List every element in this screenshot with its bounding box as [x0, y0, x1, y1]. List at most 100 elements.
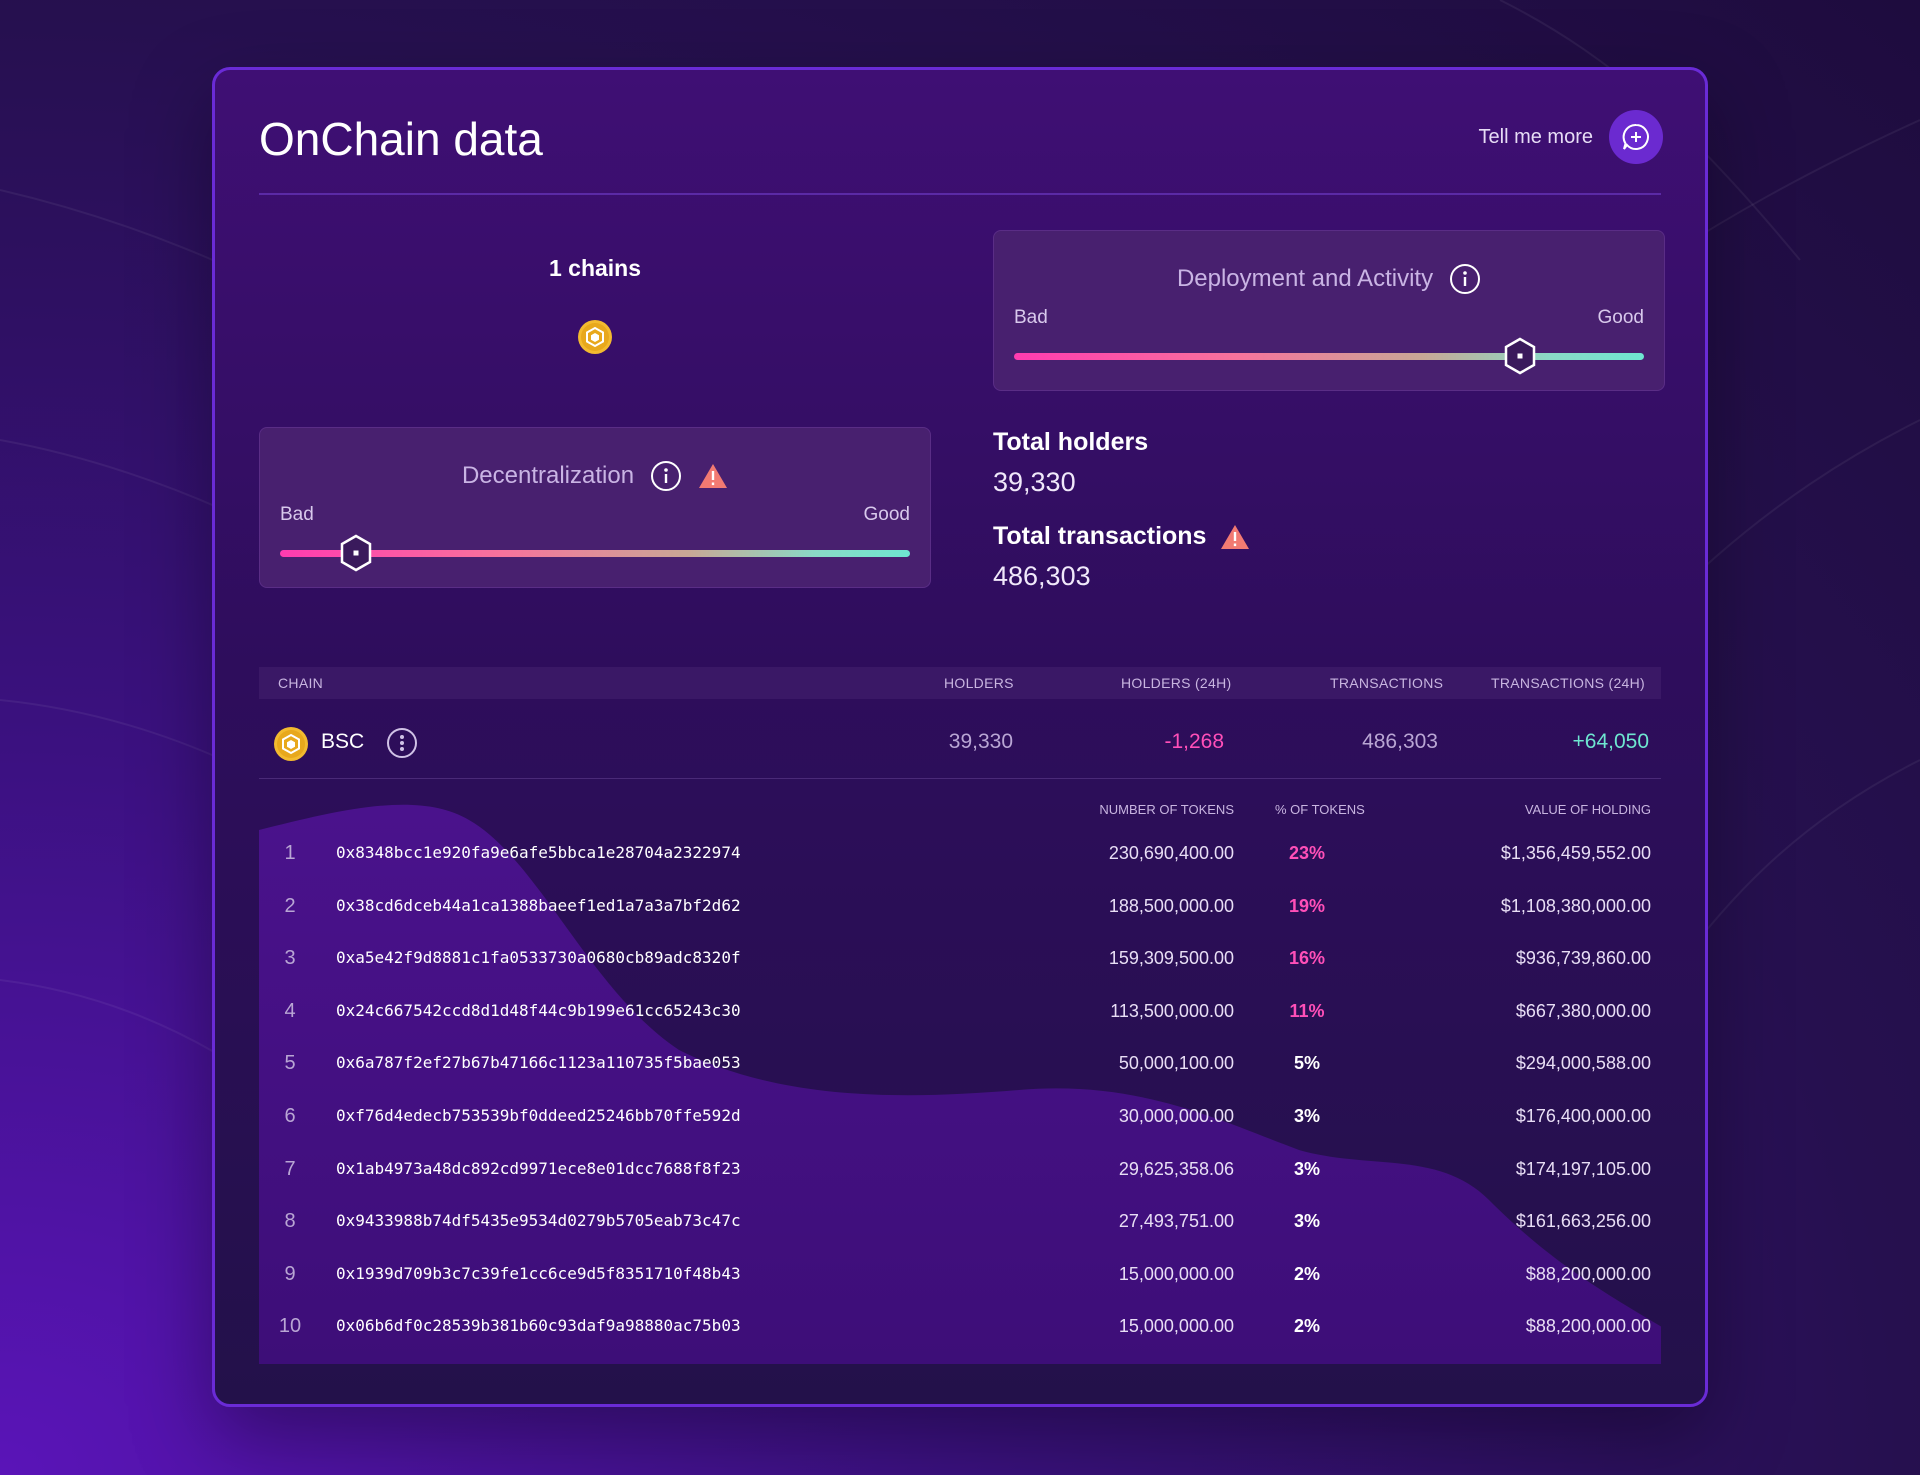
col-value-of-holding: VALUE OF HOLDING	[1524, 802, 1651, 817]
chain-table-header: CHAIN HOLDERS HOLDERS (24H) TRANSACTIONS…	[259, 667, 1661, 699]
total-holders-value: 39,330	[993, 467, 1076, 497]
holder-row[interactable]: 2 0x38cd6dceb44a1ca1388baeef1ed1a7a3a7bf2…	[259, 883, 1661, 935]
holders-table: NUMBER OF TOKENS % OF TOKENS VALUE OF HO…	[259, 790, 1661, 1364]
chain-name: BSC	[321, 730, 365, 753]
holder-token-percent: 19%	[1288, 895, 1326, 916]
holder-token-count: 15,000,000.00	[1118, 1316, 1234, 1337]
chain-row-bsc[interactable]: BSC 39,330 -1,268 486,303 +64,050	[259, 708, 1661, 779]
deployment-meter-title-row: Deployment and Activity	[994, 263, 1664, 295]
tell-me-more-label[interactable]: Tell me more	[1478, 125, 1593, 148]
holder-address: 0x24c667542ccd8d1d48f44c9b199e61cc65243c…	[336, 1000, 741, 1020]
holder-rank: 10	[278, 1315, 302, 1338]
holder-value: $88,200,000.00	[1525, 1316, 1651, 1337]
header-divider	[259, 193, 1661, 195]
holder-token-count: 188,500,000.00	[1108, 895, 1234, 916]
holder-row[interactable]: 10 0x06b6df0c28539b381b60c93daf9a98880ac7…	[259, 1303, 1661, 1355]
bnb-coin-icon	[578, 320, 612, 354]
total-transactions-value: 486,303	[993, 561, 1091, 591]
holder-value: $294,000,588.00	[1515, 1053, 1651, 1074]
decentralization-meter-title: Decentralization	[461, 462, 635, 489]
holder-rank: 1	[284, 842, 296, 864]
holder-rank: 8	[284, 1210, 296, 1233]
col-pct-of-tokens: % OF TOKENS	[1275, 802, 1365, 817]
holder-token-percent: 5%	[1293, 1053, 1320, 1074]
chain-holders: 39,330	[948, 730, 1013, 753]
chat-plus-icon	[1622, 123, 1649, 150]
holder-token-percent: 3%	[1293, 1211, 1320, 1232]
deployment-meter-bar	[1014, 353, 1644, 360]
decentralization-meter-bar	[280, 550, 910, 557]
col-transactions: TRANSACTIONS	[1330, 675, 1444, 691]
holder-token-count: 50,000,100.00	[1118, 1053, 1234, 1074]
warning-icon	[699, 464, 728, 488]
info-icon[interactable]	[1449, 263, 1481, 295]
decentralization-meter-thumb	[340, 534, 372, 572]
totals: Total holders 39,330 Total transactions …	[993, 428, 1250, 592]
holder-rank: 6	[284, 1105, 296, 1127]
holder-value: $176,400,000.00	[1515, 1106, 1651, 1126]
holder-token-percent: 3%	[1293, 1158, 1320, 1179]
holder-value: $88,200,000.00	[1525, 1263, 1651, 1284]
total-transactions-label: Total transactions	[993, 522, 1207, 550]
holder-address: 0x6a787f2ef27b67b47166c1123a110735f5bae0…	[336, 1053, 741, 1073]
holder-token-percent: 3%	[1293, 1106, 1320, 1126]
holder-row[interactable]: 5 0x6a787f2ef27b67b47166c1123a110735f5bae…	[259, 1040, 1661, 1092]
decentralization-good-label: Good	[863, 504, 910, 525]
holder-token-percent: 11%	[1289, 1000, 1325, 1021]
holder-value: $161,663,256.00	[1515, 1211, 1651, 1232]
holder-address: 0x1939d709b3c7c39fe1cc6ce9d5f8351710f48b…	[336, 1263, 741, 1283]
bnb-coin-icon	[274, 727, 308, 761]
decentralization-bad-label: Bad	[280, 504, 314, 525]
holder-token-count: 15,000,000.00	[1118, 1263, 1234, 1284]
holder-token-percent: 2%	[1293, 1263, 1320, 1284]
deployment-bad-label: Bad	[1014, 307, 1048, 328]
holder-value: $174,197,105.00	[1515, 1158, 1651, 1179]
holder-value: $936,739,860.00	[1515, 948, 1651, 969]
holder-token-percent: 23%	[1288, 843, 1326, 863]
holder-address: 0x1ab4973a48dc892cd9971ece8e01dcc7688f8f…	[336, 1158, 741, 1178]
holder-token-percent: 16%	[1288, 948, 1326, 969]
holder-rank: 5	[284, 1052, 296, 1075]
holder-address: 0x06b6df0c28539b381b60c93daf9a98880ac75b…	[336, 1316, 741, 1336]
col-chain: CHAIN	[278, 675, 324, 691]
col-holders: HOLDERS	[944, 675, 1014, 691]
holder-token-count: 230,690,400.00	[1108, 843, 1234, 863]
holder-token-count: 27,493,751.00	[1118, 1211, 1234, 1232]
col-holders-24h: HOLDERS (24H)	[1121, 675, 1232, 691]
holder-value: $1,356,459,552.00	[1500, 843, 1651, 863]
holder-rank: 3	[284, 947, 296, 970]
chain-transactions-24h: +64,050	[1572, 730, 1650, 753]
holder-address: 0xf76d4edecb753539bf0ddeed25246bb70ffe59…	[336, 1106, 741, 1125]
total-holders-label: Total holders	[993, 428, 1149, 456]
holder-rank: 9	[284, 1262, 296, 1285]
chat-plus-button[interactable]	[1609, 110, 1663, 164]
onchain-card: OnChain data Tell me more 1 chains Deplo…	[212, 67, 1708, 1407]
info-icon[interactable]	[650, 460, 682, 492]
holder-row[interactable]: 7 0x1ab4973a48dc892cd9971ece8e01dcc7688f8…	[259, 1146, 1661, 1198]
more-options-icon[interactable]	[386, 727, 418, 759]
holder-row[interactable]: 1 0x8348bcc1e920fa9e6afe5bbca1e28704a2322…	[259, 830, 1661, 882]
holder-row[interactable]: 3 0xa5e42f9d8881c1fa0533730a0680cb89adc83…	[259, 935, 1661, 987]
total-transactions-row: Total transactions	[993, 522, 1250, 551]
decentralization-meter-card: Decentralization Bad Good	[259, 427, 931, 588]
chains-summary: 1 chains	[259, 255, 931, 354]
holder-token-count: 113,500,000.00	[1110, 1000, 1234, 1021]
deployment-meter-thumb	[1504, 337, 1535, 375]
deployment-meter-card: Deployment and Activity Bad Good	[993, 230, 1665, 391]
warning-icon	[1221, 524, 1250, 549]
holder-rank: 2	[284, 894, 296, 917]
holder-row[interactable]: 6 0xf76d4edecb753539bf0ddeed25246bb70ffe5…	[259, 1093, 1661, 1145]
holder-value: $1,108,380,000.00	[1500, 895, 1651, 916]
holders-distribution-wave	[259, 804, 1661, 1364]
holder-row[interactable]: 8 0x9433988b74df5435e9534d0279b5705eab73c…	[259, 1198, 1661, 1250]
holder-row[interactable]: 4 0x24c667542ccd8d1d48f44c9b199e61cc65243…	[259, 988, 1661, 1040]
holder-address: 0xa5e42f9d8881c1fa0533730a0680cb89adc832…	[336, 948, 741, 968]
tell-me-more[interactable]: Tell me more	[1479, 110, 1663, 164]
holder-row[interactable]: 9 0x1939d709b3c7c39fe1cc6ce9d5f8351710f48…	[259, 1251, 1661, 1303]
holder-token-count: 30,000,000.00	[1118, 1106, 1234, 1126]
holder-rank: 4	[284, 999, 296, 1022]
holder-rank: 7	[284, 1157, 296, 1180]
deployment-good-label: Good	[1597, 307, 1644, 328]
holder-address: 0x9433988b74df5435e9534d0279b5705eab73c4…	[336, 1211, 741, 1231]
page-title: OnChain data	[259, 113, 543, 165]
